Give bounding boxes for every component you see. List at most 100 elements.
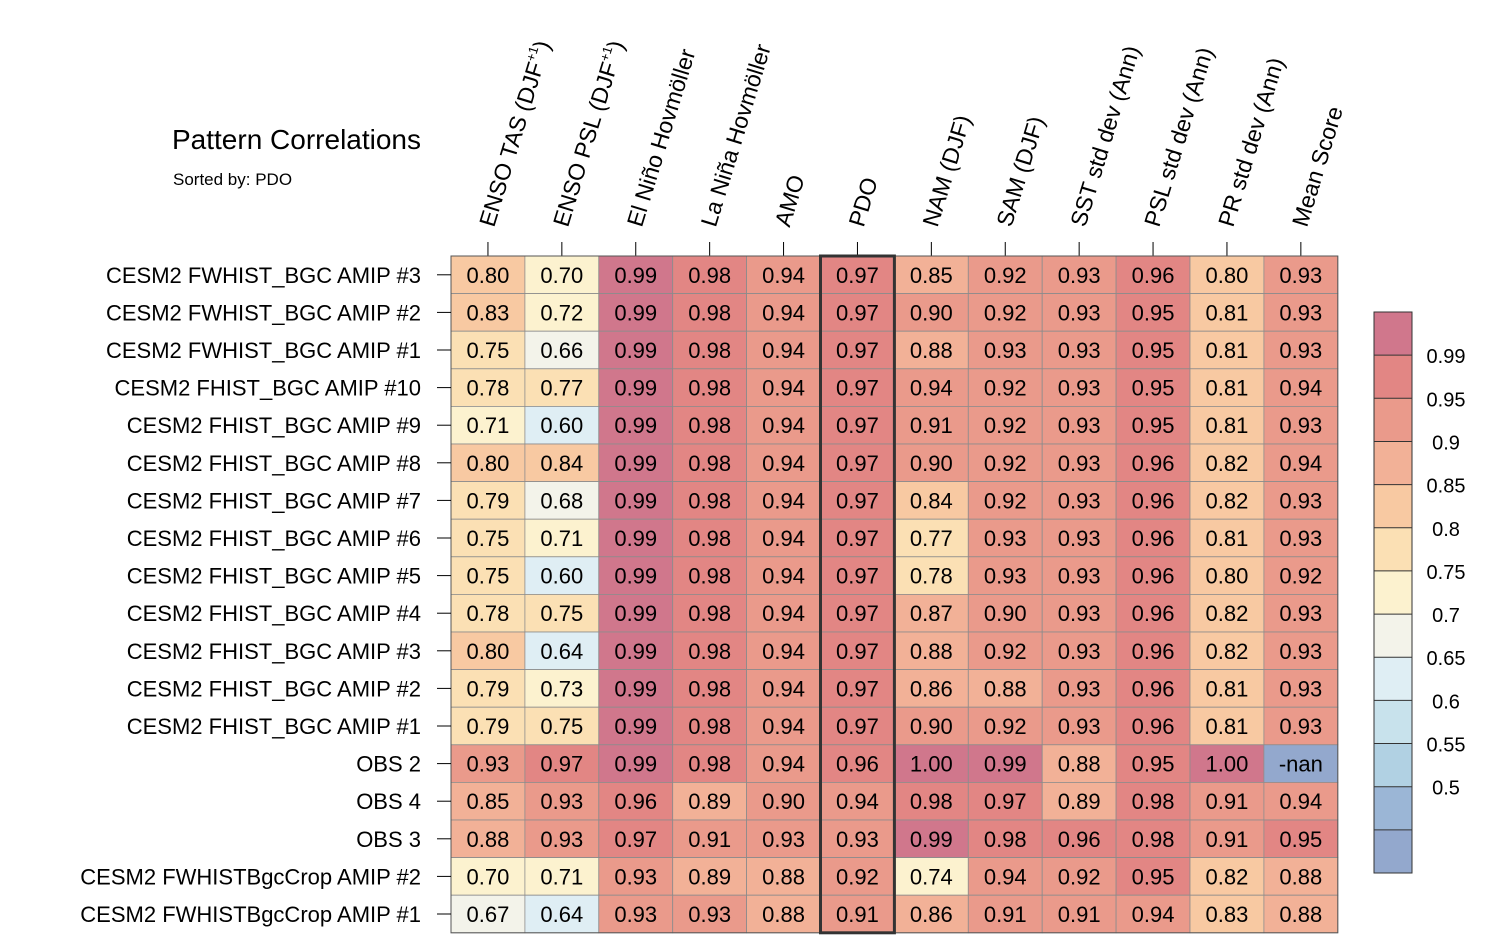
cell-value-label: 0.92 [1058, 864, 1101, 889]
cell-value-label: 0.96 [1132, 676, 1175, 701]
heatmap-cell [524, 368, 600, 407]
heatmap-cell [894, 894, 969, 934]
column-label: PR std dev (Ann) [1213, 54, 1289, 229]
heatmap-cell [524, 518, 600, 558]
cell-value-label: 0.93 [984, 526, 1027, 551]
cell-value-label: 0.91 [688, 827, 731, 852]
heatmap-cell [672, 744, 748, 783]
cell-value-label: 0.98 [688, 488, 731, 513]
heatmap-cell [820, 518, 895, 558]
row-label: CESM2 FWHIST_BGC AMIP #1 [106, 338, 421, 363]
heatmap-cell [1189, 594, 1265, 633]
heatmap-cell [598, 556, 674, 595]
heatmap-cell [450, 443, 526, 482]
heatmap-cell [1263, 518, 1339, 558]
cell-value-label: 0.97 [836, 526, 879, 551]
heatmap-cell [672, 405, 748, 445]
heatmap-cell [1189, 556, 1265, 595]
heatmap-cell [598, 518, 674, 558]
cell-value-label: 0.75 [540, 601, 583, 626]
heatmap-cell [672, 706, 748, 746]
cell-value-label: 0.77 [540, 376, 583, 401]
cell-value-label: 0.97 [836, 263, 879, 288]
cell-value-label: 0.99 [910, 827, 953, 852]
cell-value-label: 0.85 [467, 789, 510, 814]
cell-value-label: 0.94 [1279, 789, 1322, 814]
heatmap-cell [1189, 518, 1265, 558]
heatmap-cell [746, 330, 821, 370]
heatmap-cell [598, 819, 674, 858]
column-label: SAM (DJF) [991, 113, 1049, 229]
heatmap-cell [746, 669, 821, 708]
heatmap-cell [967, 894, 1043, 934]
heatmap-cell [894, 857, 969, 896]
cell-value-label: 0.97 [836, 564, 879, 589]
heatmap-cell [746, 594, 821, 633]
cell-value-label: 0.93 [1058, 714, 1101, 739]
column-label: PDO [843, 174, 882, 229]
cell-value-label: 0.93 [762, 827, 805, 852]
column-label: Mean Score [1287, 103, 1348, 229]
heatmap-cell [1189, 443, 1265, 482]
cell-value-label: 0.98 [688, 451, 731, 476]
cell-value-label: 0.94 [762, 300, 805, 325]
heatmap-cell [1189, 293, 1265, 332]
column-label: NAM (DJF) [917, 112, 975, 230]
cell-value-label: 0.91 [1058, 902, 1101, 927]
cell-value-label: 0.96 [1132, 714, 1175, 739]
column-label: PSL std dev (Ann) [1139, 44, 1218, 229]
colorbar-bin [1374, 570, 1412, 615]
cell-value-label: 0.88 [910, 338, 953, 363]
cell-value-label: 0.96 [1132, 564, 1175, 589]
chart-title: Pattern Correlations [172, 124, 422, 155]
cell-value-label: 0.91 [1206, 827, 1249, 852]
cell-value-label: 0.94 [762, 263, 805, 288]
cell-value-label: 0.97 [836, 451, 879, 476]
heatmap-cell [1263, 255, 1339, 294]
colorbar-border [1373, 311, 1413, 874]
heatmap-cell [820, 594, 895, 633]
cell-value-label: 0.93 [467, 752, 510, 777]
heatmap-cell [524, 894, 600, 934]
heatmap-cell [1041, 255, 1117, 294]
heatmap-cell [894, 330, 969, 370]
cell-value-label: 0.93 [1279, 601, 1322, 626]
heatmap-cell [524, 819, 600, 858]
row-label: CESM2 FHIST_BGC AMIP #5 [127, 564, 421, 589]
cell-value-label: 0.96 [614, 789, 657, 814]
colorbar-bin [1374, 743, 1412, 787]
cell-value-label: 0.97 [540, 752, 583, 777]
cell-value-label: 0.75 [467, 338, 510, 363]
cell-value-label: 0.79 [467, 714, 510, 739]
colorbar-bin [1374, 614, 1412, 658]
heatmap-cell [967, 518, 1043, 558]
heatmap-cell [450, 631, 526, 670]
cell-value-label: 0.98 [1132, 789, 1175, 814]
heatmap-cell [1263, 782, 1339, 821]
cell-value-label: 0.95 [1132, 752, 1175, 777]
cell-value-label: 0.93 [1058, 300, 1101, 325]
heatmap-cell [820, 405, 895, 445]
cell-value-label: 0.99 [614, 752, 657, 777]
heatmap-cell [894, 744, 969, 783]
cell-value-label: 0.97 [836, 376, 879, 401]
row-label: CESM2 FWHISTBgcCrop AMIP #1 [80, 902, 421, 927]
cell-value-label: 0.93 [1279, 338, 1322, 363]
cell-value-label: 0.98 [688, 300, 731, 325]
heatmap-cell [598, 744, 674, 783]
cell-value-label: 0.90 [762, 789, 805, 814]
cell-value-label: 0.93 [614, 864, 657, 889]
heatmap-cell [894, 819, 969, 858]
heatmap-cell [1041, 481, 1117, 520]
cell-value-label: 0.86 [910, 676, 953, 701]
cell-value-label: 0.75 [467, 564, 510, 589]
cell-value-label: 0.88 [467, 827, 510, 852]
row-label: CESM2 FHIST_BGC AMIP #9 [127, 413, 421, 438]
heatmap-cell [746, 405, 821, 445]
heatmap-grid: 0.80 0.70 0.99 0.98 0.94 0.97 0.85 0.92 0.93 0.96… [450, 254, 1339, 935]
cell-value-label: 0.98 [688, 526, 731, 551]
cell-value-label: 0.93 [540, 789, 583, 814]
heatmap-cell [524, 594, 600, 633]
cell-value-label: 0.93 [1058, 639, 1101, 664]
cell-value-label: 0.98 [688, 601, 731, 626]
